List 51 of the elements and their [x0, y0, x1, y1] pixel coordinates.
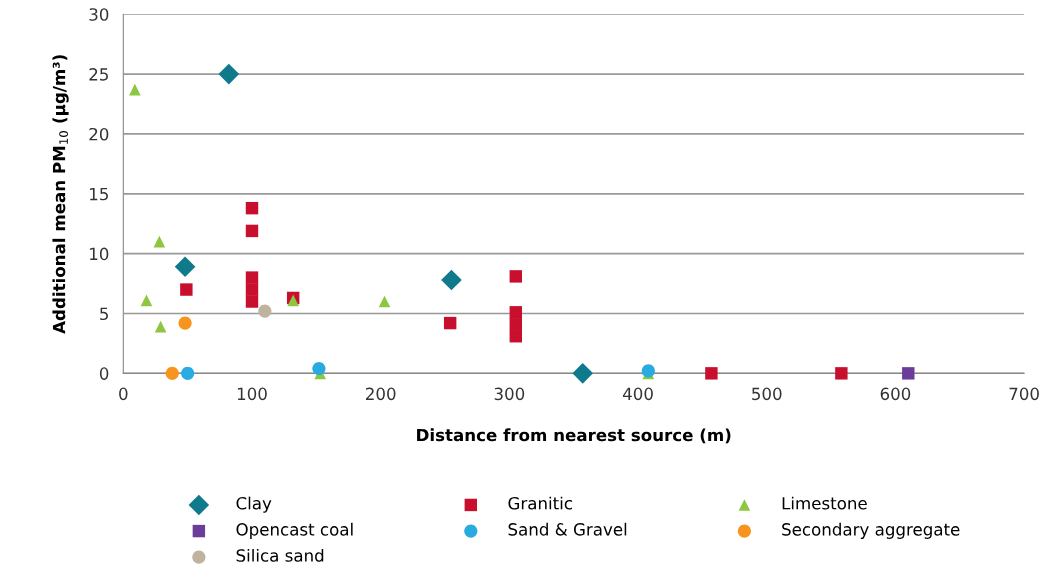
point [443, 316, 457, 330]
point [835, 367, 848, 380]
point [378, 295, 391, 308]
point [705, 367, 718, 380]
point [218, 63, 240, 85]
point [245, 295, 259, 308]
x-tick-label: 200 [365, 387, 396, 401]
point [441, 269, 462, 291]
point [509, 306, 523, 319]
point [140, 294, 153, 307]
point [245, 201, 259, 215]
x-tick-label: 600 [880, 387, 911, 401]
point [153, 235, 166, 248]
point [258, 304, 272, 318]
x-axis-title: Distance from nearest source (m) [417, 428, 731, 444]
legend-label: Secondary aggregate [782, 522, 960, 539]
point [572, 363, 594, 384]
point [312, 361, 326, 376]
point [245, 283, 259, 296]
point [245, 224, 259, 238]
point [509, 270, 523, 283]
y-tick-label: 25 [89, 68, 108, 81]
point [245, 271, 259, 284]
y-tick-label: 30 [89, 8, 109, 21]
legend-label: Limestone [782, 496, 867, 510]
y-tick-label: 15 [90, 187, 108, 201]
legend-label: Silica sand [236, 548, 324, 562]
point [165, 366, 179, 380]
point [174, 256, 196, 278]
y-tick-label: 5 [100, 307, 108, 321]
point [181, 366, 195, 380]
x-tick-label: 300 [494, 387, 525, 401]
point [509, 318, 523, 331]
x-tick-label: 500 [752, 387, 782, 401]
point [180, 283, 193, 296]
point [509, 330, 523, 343]
y-tick-label: 20 [89, 127, 109, 141]
y-tick-label: 0 [99, 367, 109, 380]
x-tick-label: 700 [1009, 387, 1039, 401]
y-tick-label: 10 [90, 247, 109, 261]
point [902, 367, 915, 380]
legend-label: Clay [236, 496, 272, 513]
legend-label: Sand & Gravel [508, 522, 627, 536]
legend-label: Opencast coal [236, 522, 353, 539]
y-axis-title: Additional mean PM$_{10}$ (µg/m³) [52, 55, 69, 334]
x-tick-label: 100 [237, 387, 267, 401]
x-tick-label: 400 [622, 387, 653, 401]
legend-label: Granitic [508, 496, 572, 510]
point [178, 316, 192, 330]
x-tick-label: 0 [119, 387, 128, 401]
point [154, 320, 167, 333]
